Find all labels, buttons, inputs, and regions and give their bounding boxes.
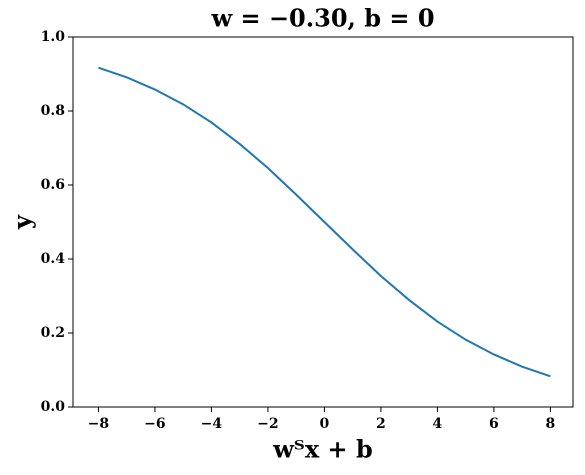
y-tick-label: 1.0 xyxy=(41,29,66,45)
line-series xyxy=(98,66,551,378)
y-tick-label: 0.6 xyxy=(41,177,65,193)
x-tick-label: 0 xyxy=(320,416,330,432)
chart-title: w = −0.30, b = 0 xyxy=(210,4,434,33)
x-tick-label: −2 xyxy=(257,416,278,432)
x-axis-label: wᵀx + b xyxy=(272,435,372,464)
y-tick-label: 0.8 xyxy=(41,103,65,119)
x-tick-label: 2 xyxy=(376,416,386,432)
x-tick-label: 8 xyxy=(546,416,556,432)
y-tick-label: 0.4 xyxy=(41,251,66,267)
x-tick-label: 6 xyxy=(489,416,499,432)
axes-frame xyxy=(72,36,574,408)
y-tick-label: 0.2 xyxy=(41,325,65,341)
y-tick-label: 0.0 xyxy=(41,399,66,415)
x-tick-label: −4 xyxy=(201,416,223,432)
y-axis-label: y xyxy=(8,214,37,230)
x-tick-label: 4 xyxy=(433,416,443,432)
x-tick-label: −8 xyxy=(88,416,109,432)
x-tick-label: −6 xyxy=(144,416,165,432)
